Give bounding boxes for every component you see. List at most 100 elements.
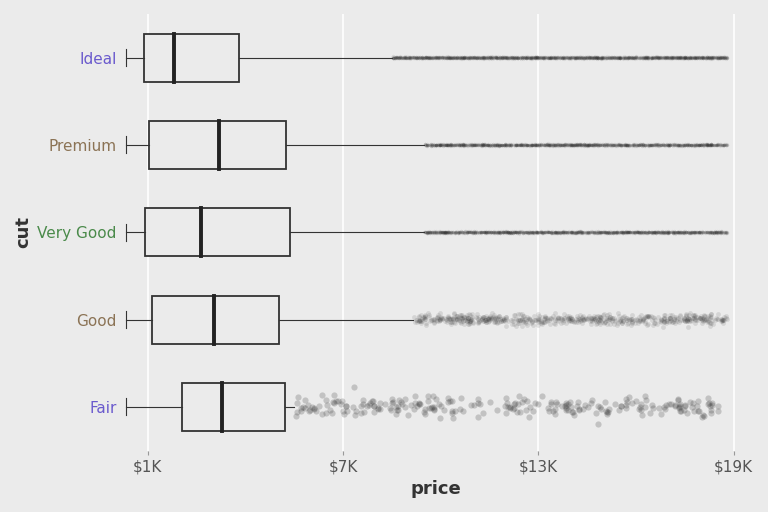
Point xyxy=(316,410,328,418)
Point xyxy=(547,228,559,236)
Point xyxy=(542,141,554,150)
Point xyxy=(679,53,691,61)
Point xyxy=(456,53,468,61)
Point xyxy=(628,54,641,62)
Point xyxy=(617,317,629,325)
Point xyxy=(465,142,477,150)
Point xyxy=(697,229,710,237)
Point xyxy=(649,53,661,61)
Point xyxy=(504,141,516,150)
Point xyxy=(527,54,539,62)
Point xyxy=(705,228,717,236)
Point xyxy=(595,54,607,62)
Point xyxy=(464,227,476,236)
Point xyxy=(637,316,649,325)
Point xyxy=(677,141,689,150)
Point xyxy=(551,53,564,61)
Point xyxy=(624,228,636,237)
Point xyxy=(471,53,483,61)
Point xyxy=(535,141,547,149)
Point xyxy=(571,141,583,150)
Point xyxy=(442,398,454,406)
Point xyxy=(650,53,663,61)
Point xyxy=(594,228,606,236)
Point xyxy=(690,53,703,61)
Point xyxy=(694,53,706,61)
Point xyxy=(674,407,686,415)
Point xyxy=(425,404,437,412)
Point xyxy=(620,316,632,324)
Point xyxy=(537,54,549,62)
Point xyxy=(665,316,677,324)
Point xyxy=(721,140,733,148)
Point xyxy=(537,53,549,61)
Point xyxy=(525,140,538,148)
Point xyxy=(414,53,426,61)
Point xyxy=(531,316,544,324)
Point xyxy=(528,53,541,61)
Point xyxy=(695,54,707,62)
Point xyxy=(665,53,677,61)
Point xyxy=(689,316,701,324)
Point xyxy=(677,141,690,149)
Point xyxy=(714,54,727,62)
Point xyxy=(533,228,545,236)
Point xyxy=(679,53,691,61)
Point xyxy=(637,142,649,150)
Point xyxy=(547,53,559,61)
Point xyxy=(683,311,695,319)
Point xyxy=(523,142,535,151)
Point xyxy=(493,228,505,237)
Point xyxy=(515,54,527,62)
Point xyxy=(614,53,626,61)
Point xyxy=(434,316,446,324)
Point xyxy=(505,53,518,61)
Point xyxy=(465,141,477,149)
Point xyxy=(681,53,694,61)
Point xyxy=(528,54,540,62)
Point xyxy=(581,53,593,61)
Point xyxy=(623,53,635,61)
Point xyxy=(475,228,488,237)
Point xyxy=(508,53,521,61)
Point xyxy=(458,53,470,61)
Point xyxy=(646,141,658,150)
Point xyxy=(584,141,597,150)
Point xyxy=(443,141,455,149)
Point xyxy=(594,141,606,149)
Point xyxy=(609,140,621,148)
Point xyxy=(436,228,449,237)
Point xyxy=(511,141,523,149)
Point xyxy=(424,53,436,61)
Point xyxy=(424,53,436,61)
Point xyxy=(467,141,479,149)
Point xyxy=(580,141,592,149)
Point xyxy=(575,141,588,149)
Point xyxy=(604,141,617,149)
Point xyxy=(672,228,684,236)
Point xyxy=(548,53,561,61)
Point xyxy=(708,140,720,148)
Point xyxy=(594,229,607,237)
Point xyxy=(695,141,707,149)
Point xyxy=(575,54,588,62)
Point xyxy=(479,54,492,62)
Point xyxy=(437,228,449,236)
Point xyxy=(590,53,602,61)
Point xyxy=(426,54,439,62)
Point xyxy=(502,53,514,61)
Point xyxy=(704,140,717,148)
Point xyxy=(465,141,478,149)
Point xyxy=(682,140,694,148)
Point xyxy=(657,229,669,237)
Point xyxy=(532,228,545,237)
Point xyxy=(495,141,507,149)
Point xyxy=(406,53,419,61)
Point xyxy=(531,53,543,61)
Point xyxy=(520,54,532,62)
Point xyxy=(430,141,442,149)
Point xyxy=(711,228,723,236)
Point xyxy=(676,316,688,324)
Point xyxy=(637,141,650,149)
Point xyxy=(440,229,452,237)
